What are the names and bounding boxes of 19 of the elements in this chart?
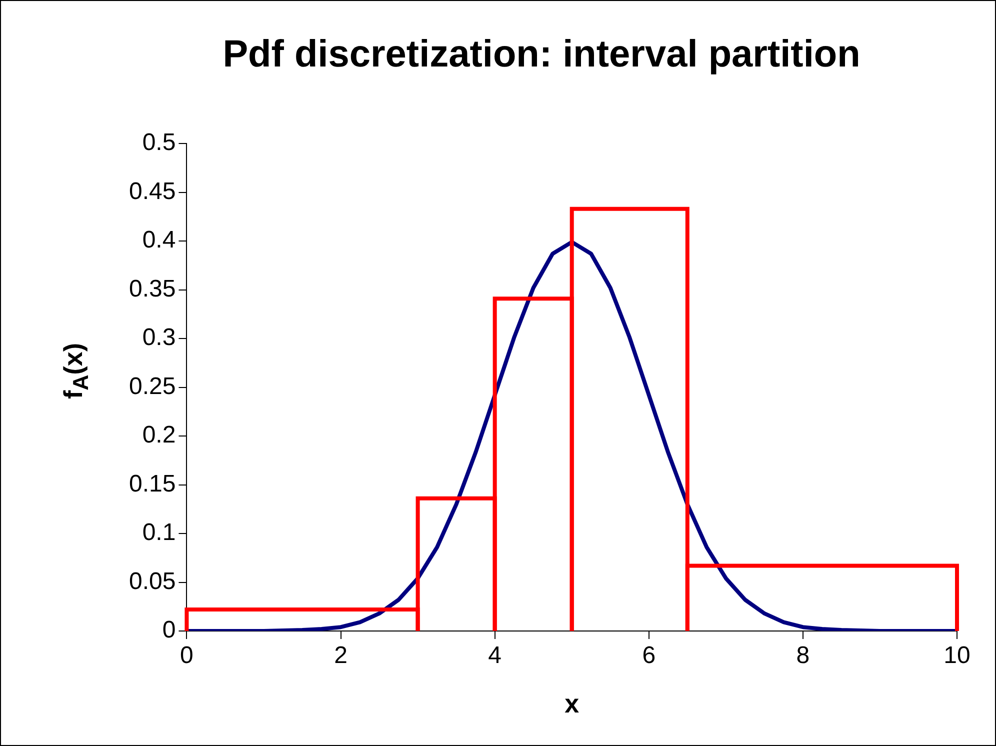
x-tick-label: 8 [796, 642, 810, 670]
x-tick-label: 6 [642, 642, 656, 670]
y-tick-label: 0.15 [128, 470, 176, 498]
y-tick-label: 0.4 [142, 226, 176, 254]
y-tick-label: 0 [162, 616, 176, 644]
x-tick-label: 4 [488, 642, 502, 670]
y-tick-label: 0.2 [142, 422, 176, 449]
x-tick-label: 10 [944, 642, 970, 670]
y-tick-label: 0.35 [128, 275, 176, 302]
y-tick-label: 0.1 [142, 519, 176, 546]
y-tick-label: 0.05 [128, 568, 176, 595]
x-tick-label: 2 [334, 642, 348, 670]
x-axis-title: x [564, 688, 580, 719]
y-tick-label: 0.25 [128, 372, 176, 400]
chart-title: Pdf discretization: interval partition [222, 33, 860, 76]
y-tick-label: 0.45 [128, 178, 176, 205]
y-tick-label: 0.5 [142, 129, 176, 156]
x-tick-label: 0 [180, 642, 194, 670]
y-tick-label: 0.3 [142, 324, 176, 352]
